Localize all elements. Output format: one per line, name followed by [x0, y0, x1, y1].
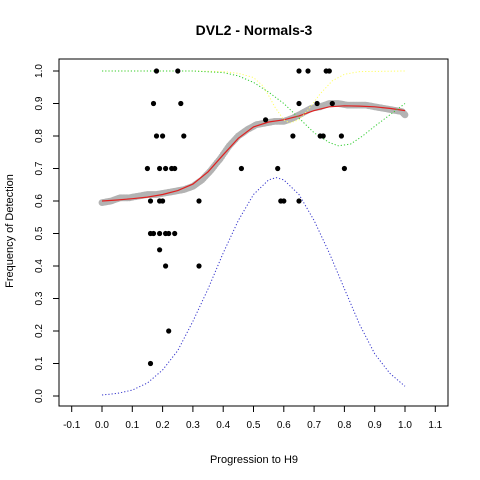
y-tick-label: 0.8: [34, 129, 45, 143]
y-axis-label: Frequency of Detection: [4, 174, 16, 288]
x-tick-label: -0.1: [63, 420, 81, 431]
data-point: [153, 133, 160, 139]
x-tick-label: 0.5: [247, 420, 261, 431]
plot-clipped: [98, 68, 409, 396]
x-tick-label: 0.6: [277, 420, 291, 431]
data-point: [175, 68, 181, 74]
y-tick-label: 0.3: [34, 291, 45, 305]
data-point: [160, 198, 166, 204]
x-tick-label: 0.7: [307, 420, 321, 431]
data-point: [296, 100, 302, 107]
y-tick-label: 0.4: [34, 259, 45, 273]
data-point: [338, 133, 344, 139]
data-point: [326, 68, 332, 74]
x-tick-label: 1.0: [398, 420, 412, 431]
y-tick-label: 0.5: [34, 226, 45, 240]
data-point: [172, 230, 178, 237]
y-tick-label: 1.0: [34, 64, 45, 78]
data-point: [320, 133, 326, 139]
chart-title: DVL2 - Normals-3: [196, 22, 313, 38]
data-point: [150, 230, 157, 237]
data-point: [157, 247, 163, 253]
curve-series-3: [102, 70, 406, 124]
data-point: [160, 133, 166, 139]
data-point: [314, 100, 320, 107]
data-point: [238, 165, 244, 172]
data-point: [163, 165, 169, 172]
axes-layer: -0.1 0.0 0.1 0.2 0.3 0.4 0.5 0.6 0.7 0.8 0.9 1.0 1.1…: [34, 58, 449, 431]
data-point: [163, 263, 169, 269]
y-tick-label: 0.7: [34, 161, 45, 175]
y-tick-label: 0.6: [34, 194, 45, 208]
curve-series-2: [101, 105, 406, 202]
plot-layer: [98, 68, 409, 396]
x-tick-label: 0.8: [337, 420, 351, 431]
data-point: [178, 100, 184, 107]
data-point: [172, 165, 178, 172]
data-point: [166, 328, 172, 334]
data-point: [147, 360, 154, 367]
data-point: [196, 263, 202, 269]
x-tick-label: 1.1: [428, 420, 442, 431]
x-tick-label: 0.4: [216, 420, 230, 431]
data-point: [157, 230, 163, 237]
data-point: [150, 100, 157, 107]
y-tick-label: 0.2: [34, 324, 45, 338]
data-point: [296, 68, 302, 74]
x-tick-label: 0.1: [125, 420, 139, 431]
data-point: [196, 198, 202, 204]
data-point: [144, 165, 150, 172]
x-tick-label: 0.9: [368, 420, 382, 431]
curve-series-5: [101, 177, 406, 396]
y-tick-label: 0.1: [34, 356, 45, 370]
y-axis: 0.0 0.1 0.2 0.3 0.4 0.5 0.6 0.7 0.8 0.9 1.0: [34, 64, 59, 403]
y-tick-label: 0.0: [34, 389, 45, 403]
data-point: [290, 133, 296, 139]
data-point: [157, 165, 163, 172]
band-point: [401, 111, 409, 119]
data-point: [281, 198, 287, 204]
curve-series-4: [102, 70, 406, 147]
data-point: [263, 117, 269, 123]
x-axis: -0.1 0.0 0.1 0.2 0.3 0.4 0.5 0.6 0.7 0.8 0.9 1.0 1.1: [63, 406, 443, 431]
data-point: [181, 133, 187, 139]
data-point: [153, 68, 160, 74]
x-axis-label: Progression to H9: [210, 454, 298, 466]
x-tick-label: 0.2: [156, 420, 170, 431]
data-point: [166, 230, 172, 237]
data-point: [275, 165, 281, 172]
data-point: [341, 165, 347, 172]
data-point: [329, 100, 335, 107]
observed-points-series: [144, 68, 347, 367]
data-point: [296, 198, 302, 204]
x-tick-label: 0.0: [95, 420, 109, 431]
x-tick-label: 0.3: [186, 420, 200, 431]
data-point: [305, 68, 311, 74]
y-tick-label: 0.9: [34, 96, 45, 110]
data-point: [147, 198, 154, 204]
